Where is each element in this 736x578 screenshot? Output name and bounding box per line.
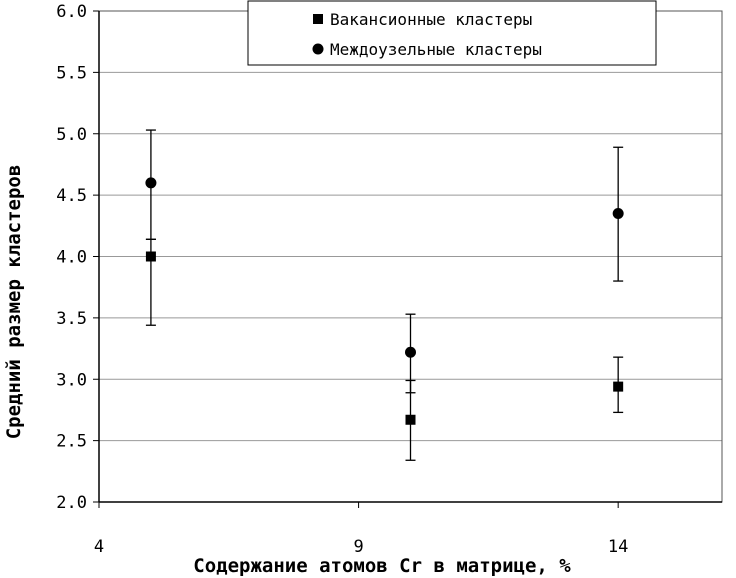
y-tick-label: 6.0	[56, 2, 87, 22]
data-point-circle	[405, 346, 416, 358]
x-tick-label: 14	[608, 537, 628, 557]
y-tick-label: 4.0	[56, 248, 87, 268]
data-point-circle	[145, 177, 157, 189]
y-tick-label: 3.0	[56, 370, 87, 390]
y-tick-label: 5.5	[56, 63, 87, 83]
x-tick-label: 4	[94, 537, 104, 557]
legend-marker-square	[313, 14, 323, 24]
legend-label: Междоузельные кластеры	[330, 40, 542, 59]
data-markers	[145, 177, 624, 425]
legend: Вакансионные кластеры Междоузельные класт…	[247, 0, 657, 66]
y-axis-title: Средний размер кластеров	[3, 165, 25, 440]
y-tick-label: 5.0	[56, 125, 87, 145]
legend-label: Вакансионные кластеры	[330, 10, 532, 29]
y-axis-ticks: 2.0 2.5 3.0 3.5 4.0 4.5 5.0 5.5 6.0	[56, 2, 99, 513]
y-tick-label: 3.5	[56, 309, 87, 329]
legend-box	[247, 0, 657, 66]
y-tick-label: 2.0	[56, 493, 87, 513]
error-bars	[145, 129, 624, 461]
data-point-square	[145, 251, 156, 262]
data-point-circle	[612, 208, 624, 220]
y-tick-label: 2.5	[56, 432, 87, 452]
data-point-square	[613, 381, 624, 392]
x-tick-label: 9	[353, 537, 363, 557]
legend-marker-circle	[312, 43, 324, 55]
y-tick-label: 4.5	[56, 186, 87, 206]
x-axis-title: Содержание атомов Cr в матрице, %	[193, 555, 571, 577]
data-point-square	[405, 414, 416, 425]
x-axis-ticks: 4 9 14	[94, 502, 628, 557]
